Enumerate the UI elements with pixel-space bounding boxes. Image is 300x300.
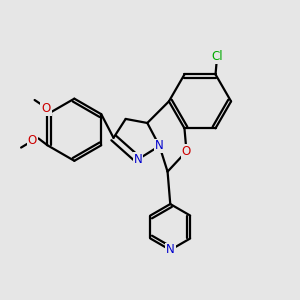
Text: Cl: Cl bbox=[211, 50, 223, 63]
Text: N: N bbox=[155, 140, 164, 152]
Text: O: O bbox=[41, 102, 51, 115]
Text: N: N bbox=[134, 153, 142, 166]
Text: O: O bbox=[182, 145, 191, 158]
Text: O: O bbox=[28, 134, 37, 147]
Text: N: N bbox=[166, 244, 175, 256]
